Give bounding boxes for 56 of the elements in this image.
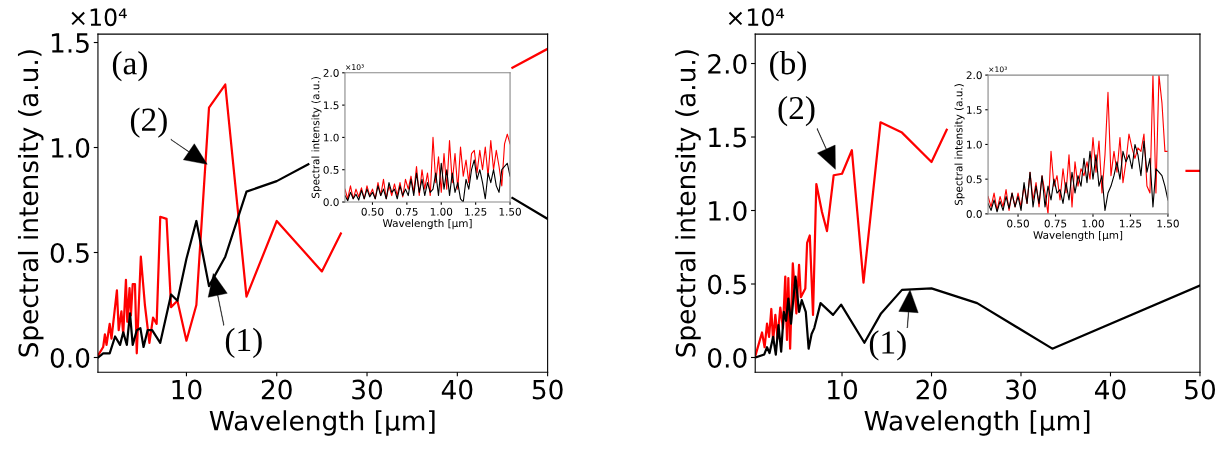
x-tick-label: 50 [1185,379,1216,400]
y-axis-title: Spectral intensity (a.u.) [675,50,701,357]
y-tick-label: 1.0 [323,133,339,142]
y-tick-label: 0.5 [966,175,982,184]
y-tick-label: 0.0 [323,198,339,207]
x-tick-label: 20 [261,379,292,400]
x-axis-title: Wavelength [μm] [864,410,1090,436]
x-tick-label: 30 [1006,379,1037,400]
y-tick-label: 2.0 [708,53,747,74]
x-tick-label: 40 [1094,379,1126,400]
text: ×10⁴ [71,8,127,27]
x-tick-label: 1.25 [465,207,487,216]
y-tick-label: 0.0 [708,347,747,368]
y-tick-label: 2.0 [966,71,982,80]
x-axis-title: Wavelength [μm] [382,219,472,230]
x-tick-label: 30 [352,379,383,400]
y-tick-label: 0.5 [50,242,89,263]
x-axis-title: Wavelength [μm] [209,410,435,436]
annotation: (1) [225,327,262,359]
annotation: (2) [130,107,167,138]
y-tick-label: 1.5 [51,33,89,53]
x-tick-label: 0.75 [395,207,418,216]
annotation: (b) [770,51,806,82]
x-tick-label: 1.00 [430,207,453,216]
x-tick-label: 1.50 [499,207,521,216]
x-tick-label: 10 [172,379,202,400]
y-tick-label: 1.5 [709,127,746,148]
annotation: (a) [112,51,147,82]
y-axis-title: Spectral intensity (a.u.) [17,50,44,357]
x-axis-title: Wavelength [μm] [1033,230,1123,241]
line-series [988,75,1168,214]
y-tick-label: 0.5 [708,274,746,295]
y-tick-label: 0.0 [966,210,982,218]
y-tick-label: 0.0 [50,347,90,368]
x-tick-label: 1.50 [1157,219,1179,228]
annotation: (2) [778,95,815,127]
y-axis-title: Spectral intensity (a.u.) [311,77,322,198]
y-tick-label: 1.0 [709,200,747,221]
y-tick-label: 1.5 [323,101,339,110]
x-tick-label: 0.50 [361,207,384,216]
y-tick-label: 0.5 [323,165,339,174]
y-tick-label: 2.0 [323,69,339,77]
x-tick-label: 40 [441,379,473,400]
x-tick-label: 1.00 [1082,219,1104,228]
x-tick-label: 0.75 [1044,219,1067,228]
annotation: (1) [869,330,906,361]
y-tick-label: 1.5 [967,106,982,114]
x-tick-label: 20 [916,379,947,400]
text: ×10⁴ [728,8,785,27]
x-tick-label: 50 [532,379,563,400]
x-tick-label: 1.25 [1120,219,1142,228]
x-tick-label: 0.50 [1007,219,1029,228]
y-tick-label: 1.0 [967,140,982,149]
y-axis-title: Spectral intensity (a.u.) [954,84,965,206]
y-tick-label: 1.0 [51,137,90,158]
x-tick-label: 10 [828,379,858,400]
